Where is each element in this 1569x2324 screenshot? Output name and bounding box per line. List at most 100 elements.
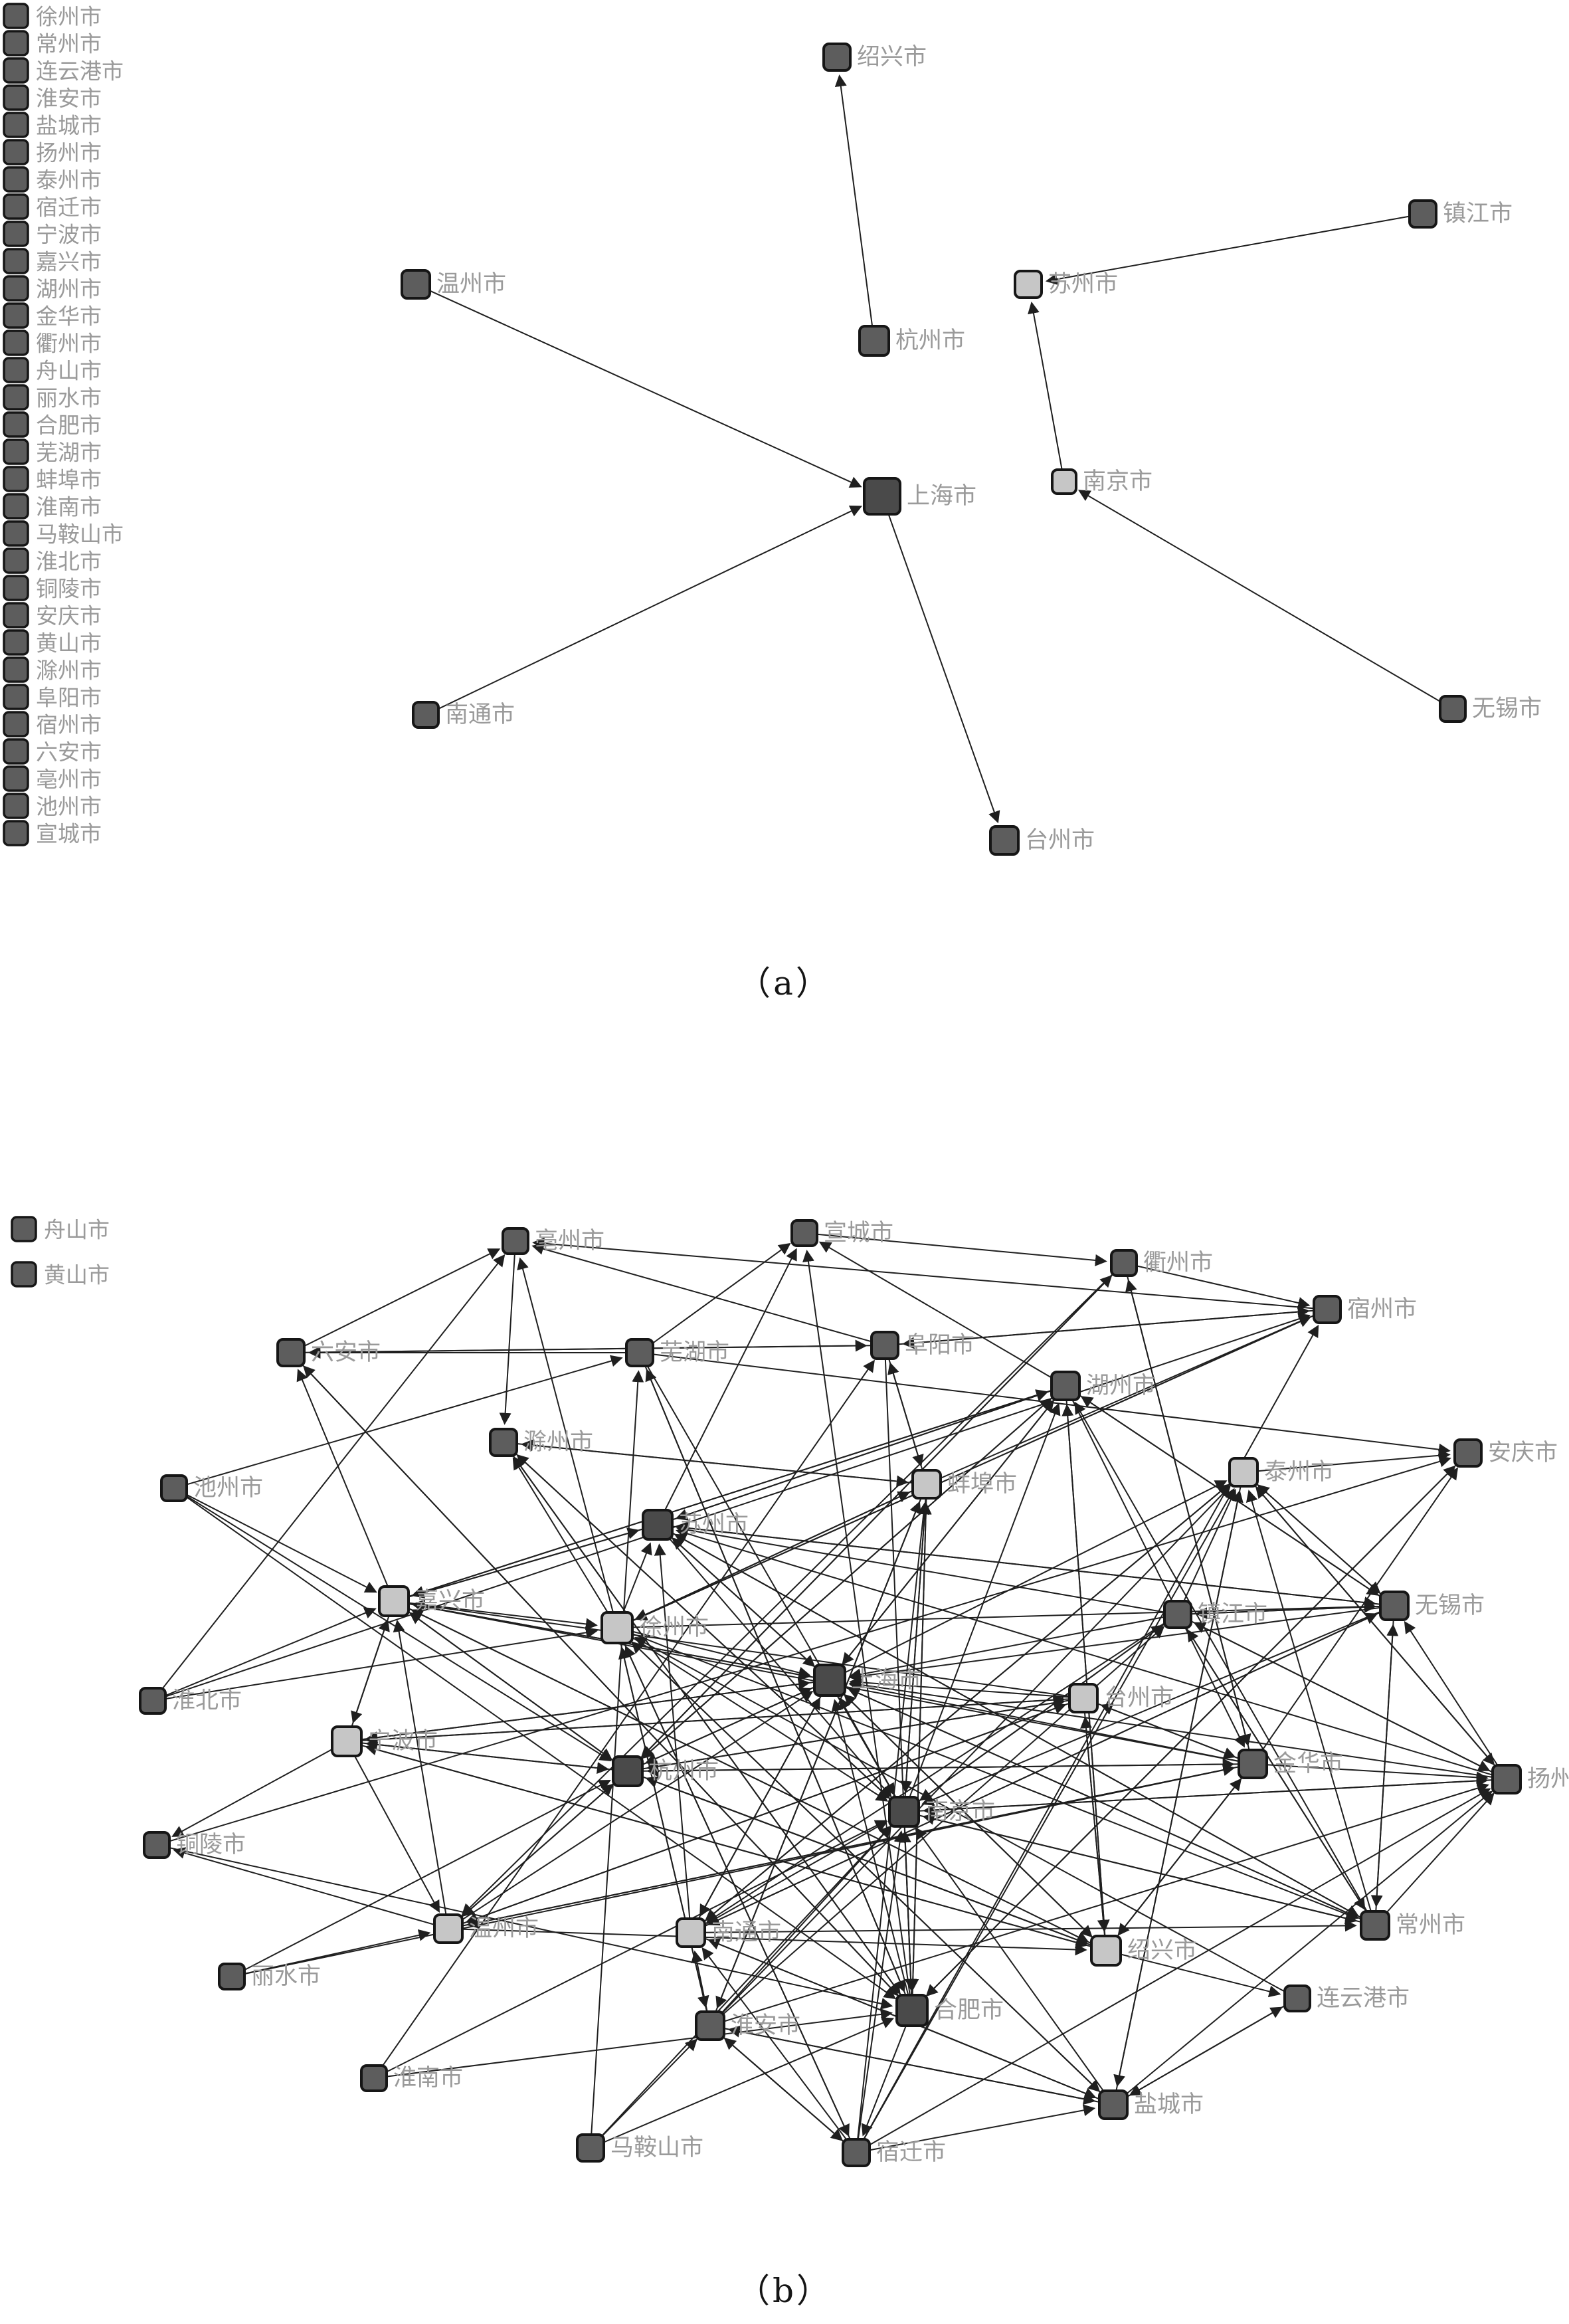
edge-jiaxing-ningbo [351,1614,390,1724]
edge-nantong_a-shanghai_a [436,506,862,710]
edge-huzhou-jiaxing [411,1389,1053,1598]
edge-zhenjiang_b-changzhou [1184,1625,1366,1910]
edge-nantong_b-wuxi_b [703,1612,1378,1928]
node-square [401,269,431,300]
node-square [790,1219,818,1247]
node-label: 连云港市 [1317,1985,1410,2012]
node-jinhua: 金华市 [1238,1749,1343,1779]
node-square [276,1338,306,1367]
edge-wuhu-anqing [652,1353,1451,1456]
node-bengbu: 蚌埠市 [911,1469,1017,1500]
legend-swatch [11,1216,37,1242]
node-shanghai_b: 上海市 [813,1664,921,1697]
edge-chuzhou-bengbu [516,1442,909,1488]
node-suqian: 宿迁市 [842,2138,946,2167]
edge-chizhou-hangzhou_b [184,1494,612,1762]
node-shanghai_a: 上海市 [863,477,976,516]
node-square [1283,1985,1311,2012]
node-label: 铜陵市 [176,1832,246,1858]
edge-yancheng-lianyungang [1125,2006,1283,2099]
edge-luan-hefei [300,1361,899,1996]
node-label: 台州市 [1104,1685,1174,1711]
node-square [143,1831,171,1859]
node-label: 镇江市 [1443,201,1513,227]
node-label: 上海市 [852,1667,921,1694]
legend-label: 马鞍山市 [36,522,124,547]
edge-shaoxing_b-lianyungang [1120,1953,1281,1998]
edge-nanjing_b-changzhou [918,1814,1358,1925]
edge-huzhou-shanghai_b [842,1396,1058,1666]
edges-layer [428,74,1443,824]
node-label: 淮北市 [172,1688,242,1714]
edge-taizhou_zj-shanghai_b [849,1676,1070,1698]
edge-huaibei-jiaxing [164,1607,377,1697]
node-label: 徐州市 [639,1614,709,1641]
node-huzhou: 湖州市 [1050,1371,1156,1401]
legend-label: 徐州市 [36,4,102,30]
edge-huainan-nanjing_b [385,1820,887,2074]
legend-swatch [3,711,29,737]
edge-zhenjiang_b-yangzhou [1189,1620,1491,1771]
edge-wenzhou_b-taizhou_zj [461,1702,1067,1925]
legend-swatch [3,275,29,302]
node-jiaxing: 嘉兴市 [378,1585,485,1617]
edge-changzhou-huzhou [1074,1401,1369,1914]
edge-taizhou_js-wuxi_b [1253,1481,1381,1594]
node-label: 绍兴市 [1127,1937,1197,1964]
edge-hangzhou_b-jinhua [642,1758,1235,1772]
node-square [813,1664,846,1697]
edge-wuxi_b-changzhou [1370,1619,1394,1907]
edge-hangzhou_a-shaoxing_a [834,74,874,327]
node-square [1090,1935,1122,1967]
node-label: 金华市 [1273,1751,1343,1777]
edge-yangzhou-shanghai_b [848,1678,1493,1778]
node-label: 苏州市 [679,1511,749,1538]
node-square [1228,1457,1259,1488]
edge-suqian-nanjing_b [857,1830,906,2140]
legend-swatch [3,248,29,274]
node-zhenjiang_b: 镇江市 [1163,1600,1267,1629]
node-square [695,2010,725,2041]
legend-swatch [3,221,29,247]
node-maanshan: 马鞍山市 [576,2133,703,2163]
legend-label: 阜阳市 [36,685,102,711]
edge-suqian-yangzhou [867,1788,1491,2147]
node-label: 亳州市 [535,1228,604,1254]
node-label: 镇江市 [1198,1601,1267,1628]
node-wuhu: 芜湖市 [625,1338,729,1367]
legend-label: 舟山市 [44,1217,110,1243]
node-square [870,1331,899,1360]
edge-wenzhou_a-shanghai_a [428,289,862,488]
edge-suzhou_js-wuxi_b [672,1525,1376,1608]
legend-label: 淮北市 [36,549,102,575]
edge-huzhou-xuancheng [818,1241,1054,1380]
edge-xuzhou-wuxi_b [632,1600,1376,1628]
legend-label: 滁州市 [36,658,102,684]
edge-shanghai_b-taizhou_js [843,1480,1228,1674]
legend-label: 扬州市 [36,140,102,166]
legend-label: 常州市 [36,31,102,57]
node-square [139,1687,167,1715]
node-wuxi_b: 无锡市 [1379,1591,1485,1621]
legend-label: 安庆市 [36,603,102,629]
edge-nantong_b-nanjing_b [702,1820,888,1927]
edge-taizhou_zj-jiaxing [413,1599,1070,1697]
node-square [642,1509,674,1541]
legend-label: 宁波市 [36,222,102,248]
node-huainan: 淮南市 [360,2064,463,2092]
node-square [888,1796,920,1828]
node-square [1098,2089,1129,2120]
edge-maanshan-huaian [599,2038,697,2139]
node-nanjing_b: 南京市 [888,1796,995,1828]
node-square [625,1338,654,1367]
node-label: 台州市 [1025,827,1095,854]
legend-swatch [3,57,29,84]
node-label: 马鞍山市 [610,2135,703,2161]
edge-changzhou-yangzhou [1384,1792,1495,1916]
node-suzhou_js: 苏州市 [642,1509,749,1541]
legend-swatch [3,139,29,165]
node-lishui: 丽水市 [218,1963,321,1990]
edge-nanjing_b-yangzhou [918,1775,1489,1812]
